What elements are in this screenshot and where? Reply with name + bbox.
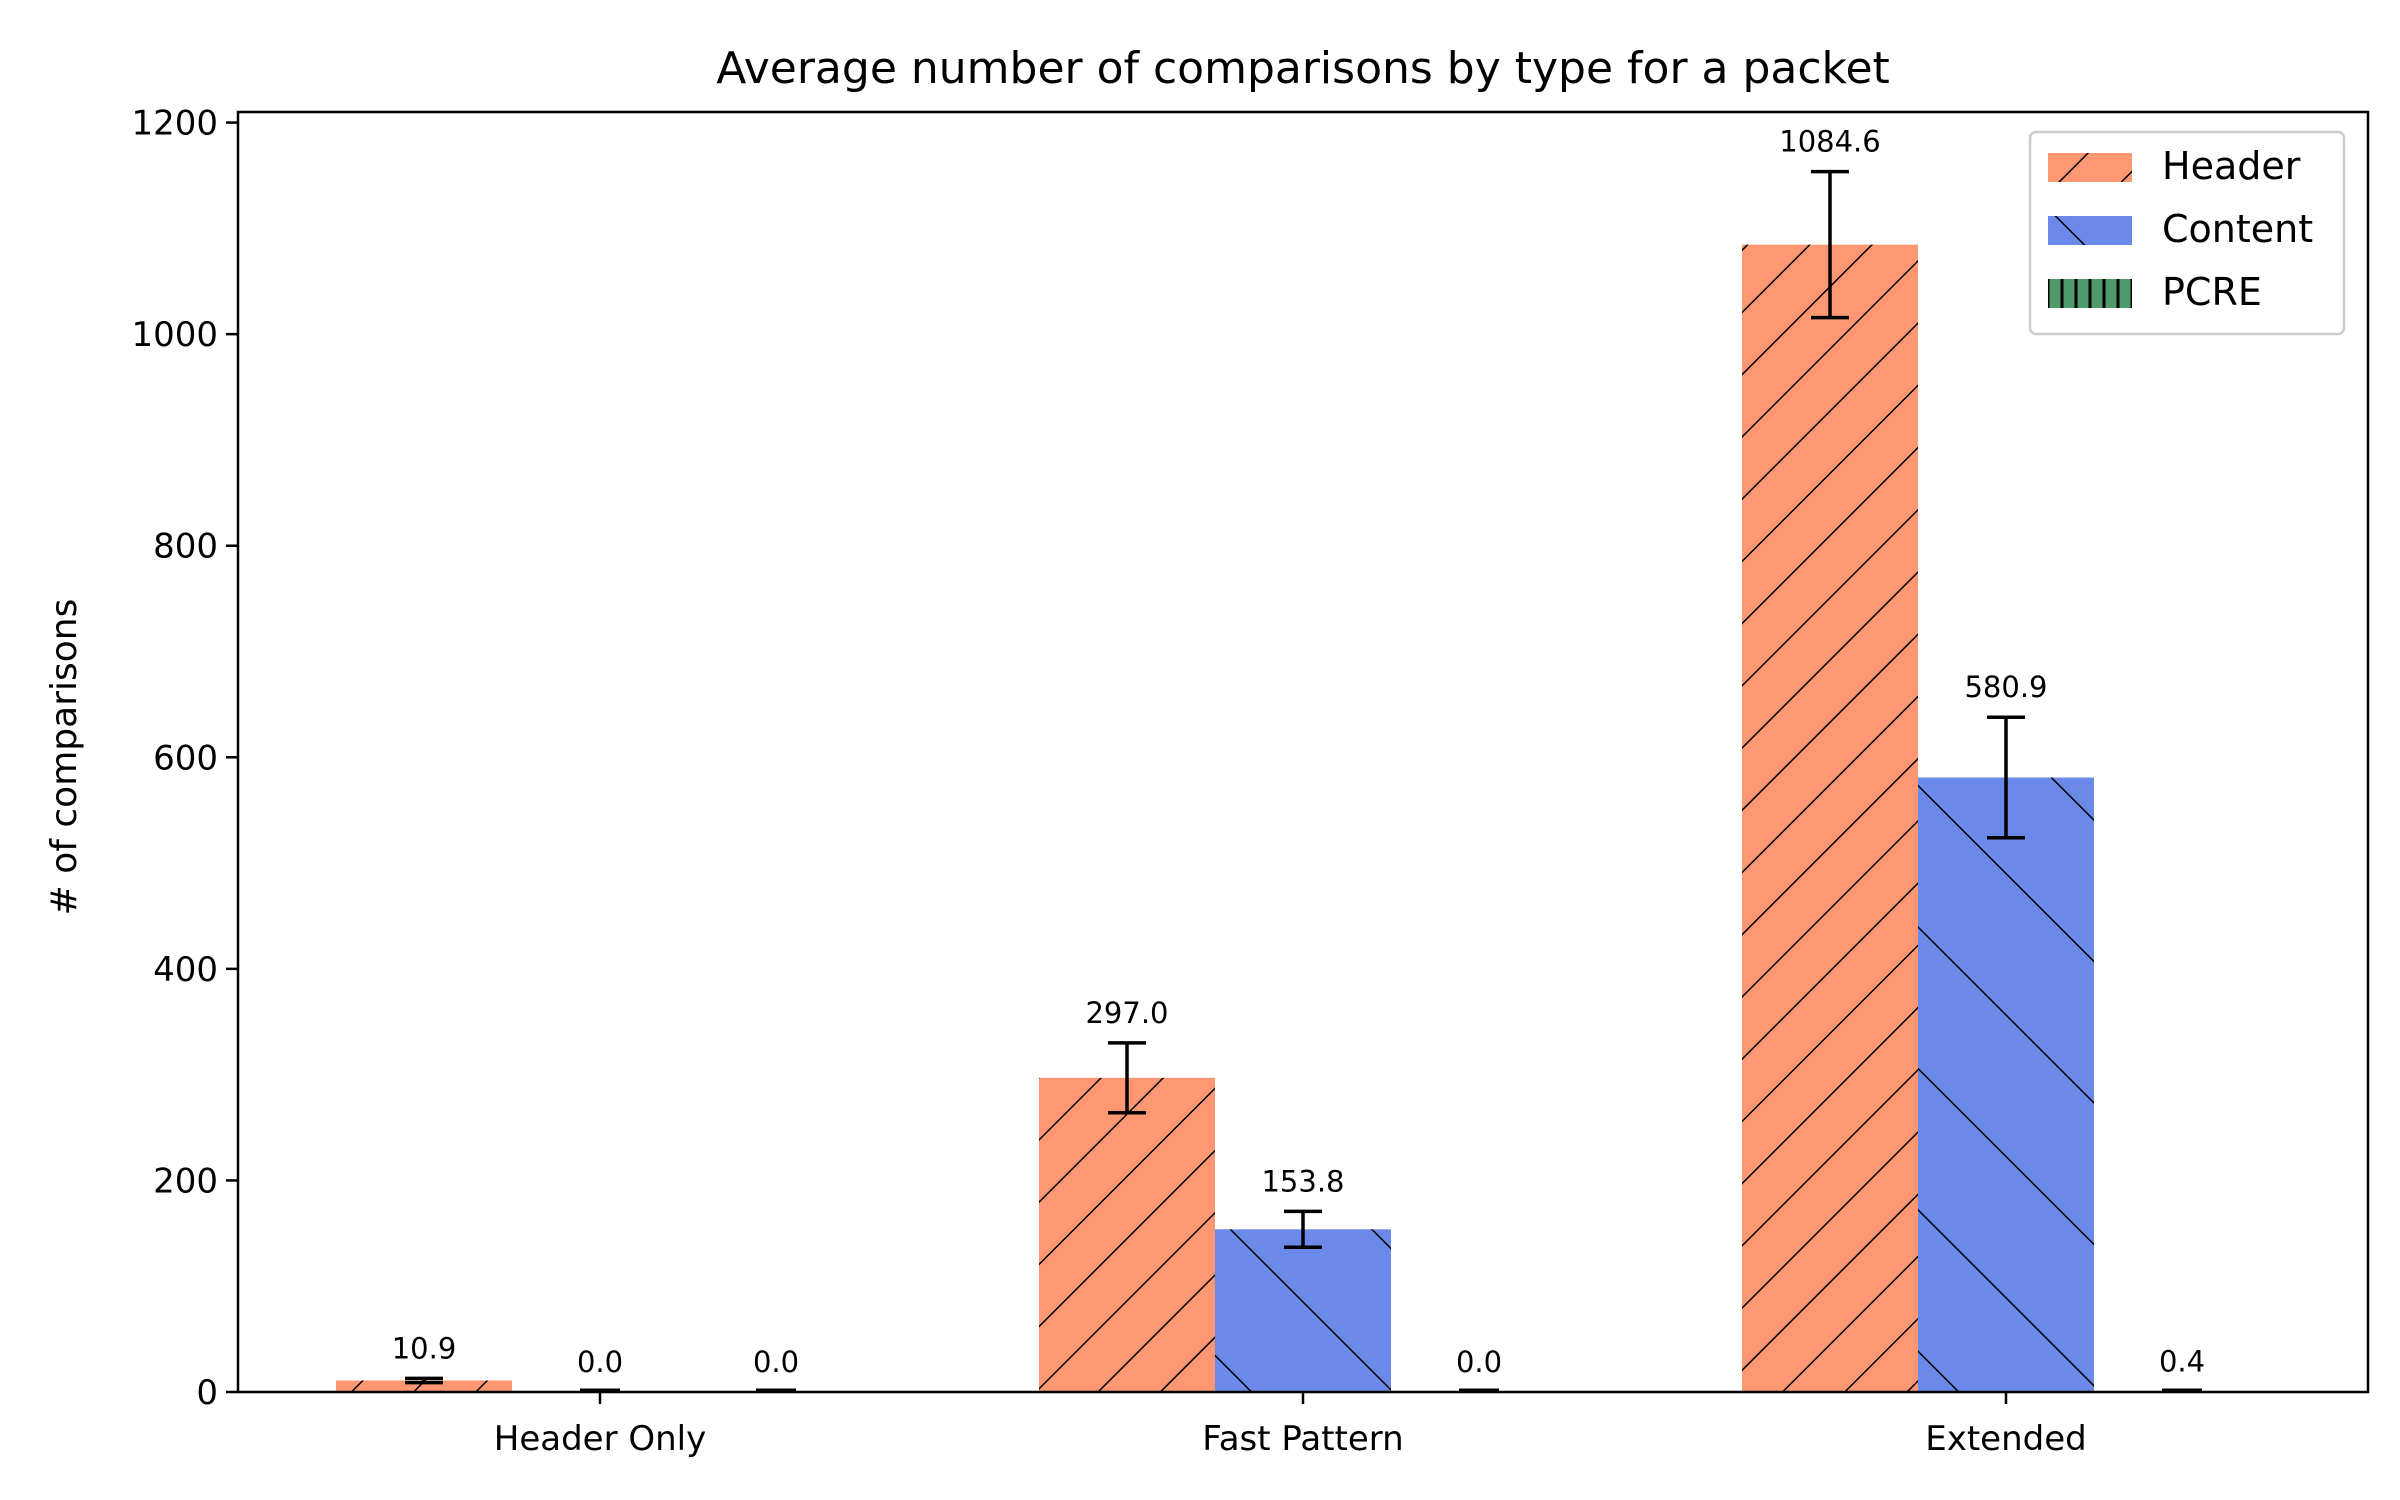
y-tick-label: 800 bbox=[153, 527, 218, 567]
legend: Header Content PCRE bbox=[2028, 130, 2346, 336]
y-axis-label: # of comparisons bbox=[44, 599, 85, 916]
y-tick-label: 0 bbox=[196, 1373, 218, 1413]
y-tick-label: 1000 bbox=[131, 315, 218, 355]
y-tick-label: 200 bbox=[153, 1161, 218, 1201]
y-tick-label: 600 bbox=[153, 738, 218, 778]
legend-label: PCRE bbox=[2162, 270, 2262, 314]
legend-label: Header bbox=[2162, 144, 2301, 188]
x-tick-label: Fast Pattern bbox=[1202, 1419, 1403, 1459]
x-tick-label: Header Only bbox=[494, 1419, 706, 1459]
bar-content bbox=[1918, 777, 2094, 1392]
data-label: 0.0 bbox=[753, 1345, 799, 1379]
legend-label: Content bbox=[2162, 207, 2313, 251]
legend-swatch-content bbox=[2048, 216, 2132, 245]
data-label: 0.0 bbox=[577, 1345, 623, 1379]
y-tick-label: 400 bbox=[153, 950, 218, 990]
data-label: 0.0 bbox=[1456, 1345, 1502, 1379]
data-label: 0.4 bbox=[2159, 1345, 2205, 1379]
y-tick-label: 1200 bbox=[131, 104, 218, 144]
x-tick-label: Extended bbox=[1925, 1419, 2086, 1459]
bar-header bbox=[1039, 1077, 1215, 1392]
data-label: 153.8 bbox=[1261, 1164, 1344, 1198]
data-label: 297.0 bbox=[1085, 996, 1168, 1030]
data-label: 1084.6 bbox=[1779, 125, 1880, 159]
plot-frame bbox=[236, 110, 2370, 1394]
bar-content bbox=[1215, 1229, 1391, 1392]
chart-title: Average number of comparisons by type fo… bbox=[716, 43, 1890, 94]
legend-swatch-header bbox=[2048, 153, 2132, 182]
legend-swatch-pcre bbox=[2048, 279, 2132, 308]
bar-header bbox=[336, 1380, 512, 1392]
data-label: 580.9 bbox=[1964, 670, 2047, 704]
bar-header bbox=[1742, 244, 1918, 1392]
data-label: 10.9 bbox=[392, 1331, 457, 1365]
